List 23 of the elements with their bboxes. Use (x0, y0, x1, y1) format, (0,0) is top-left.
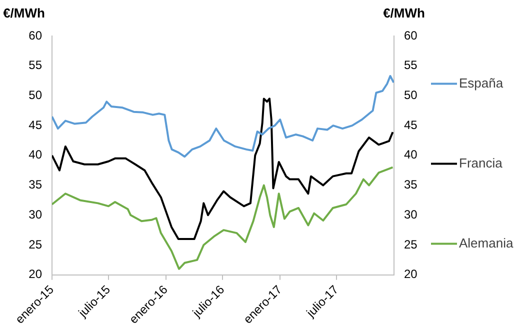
y-tick-label: 20 (28, 267, 42, 282)
legend-label: Alemania (459, 235, 514, 250)
y2-axis-title: €/MWh (383, 6, 425, 21)
y2-tick-label: 50 (404, 88, 418, 102)
y2-tick-label: 20 (404, 267, 418, 282)
y2-tick-label: 55 (404, 58, 418, 72)
y-tick-label: 60 (28, 28, 42, 42)
y2-tick-label: 25 (404, 237, 418, 252)
y-axis-title: €/MWh (3, 6, 45, 21)
y2-tick-label: 35 (404, 178, 418, 192)
y2-tick-label: 60 (404, 28, 418, 42)
y-tick-label: 35 (28, 178, 42, 192)
y-tick-label: 30 (28, 207, 42, 222)
y-tick-label: 25 (28, 237, 42, 252)
y2-tick-label: 40 (404, 148, 418, 162)
y2-tick-label: 30 (404, 207, 418, 222)
y-tick-label: 45 (28, 118, 42, 132)
legend-label: Francia (459, 155, 504, 170)
y-tick-label: 40 (28, 148, 42, 162)
y-tick-label: 55 (28, 58, 42, 72)
legend-label: España (459, 75, 504, 90)
y-tick-label: 50 (28, 88, 42, 102)
y2-tick-label: 45 (404, 118, 418, 132)
